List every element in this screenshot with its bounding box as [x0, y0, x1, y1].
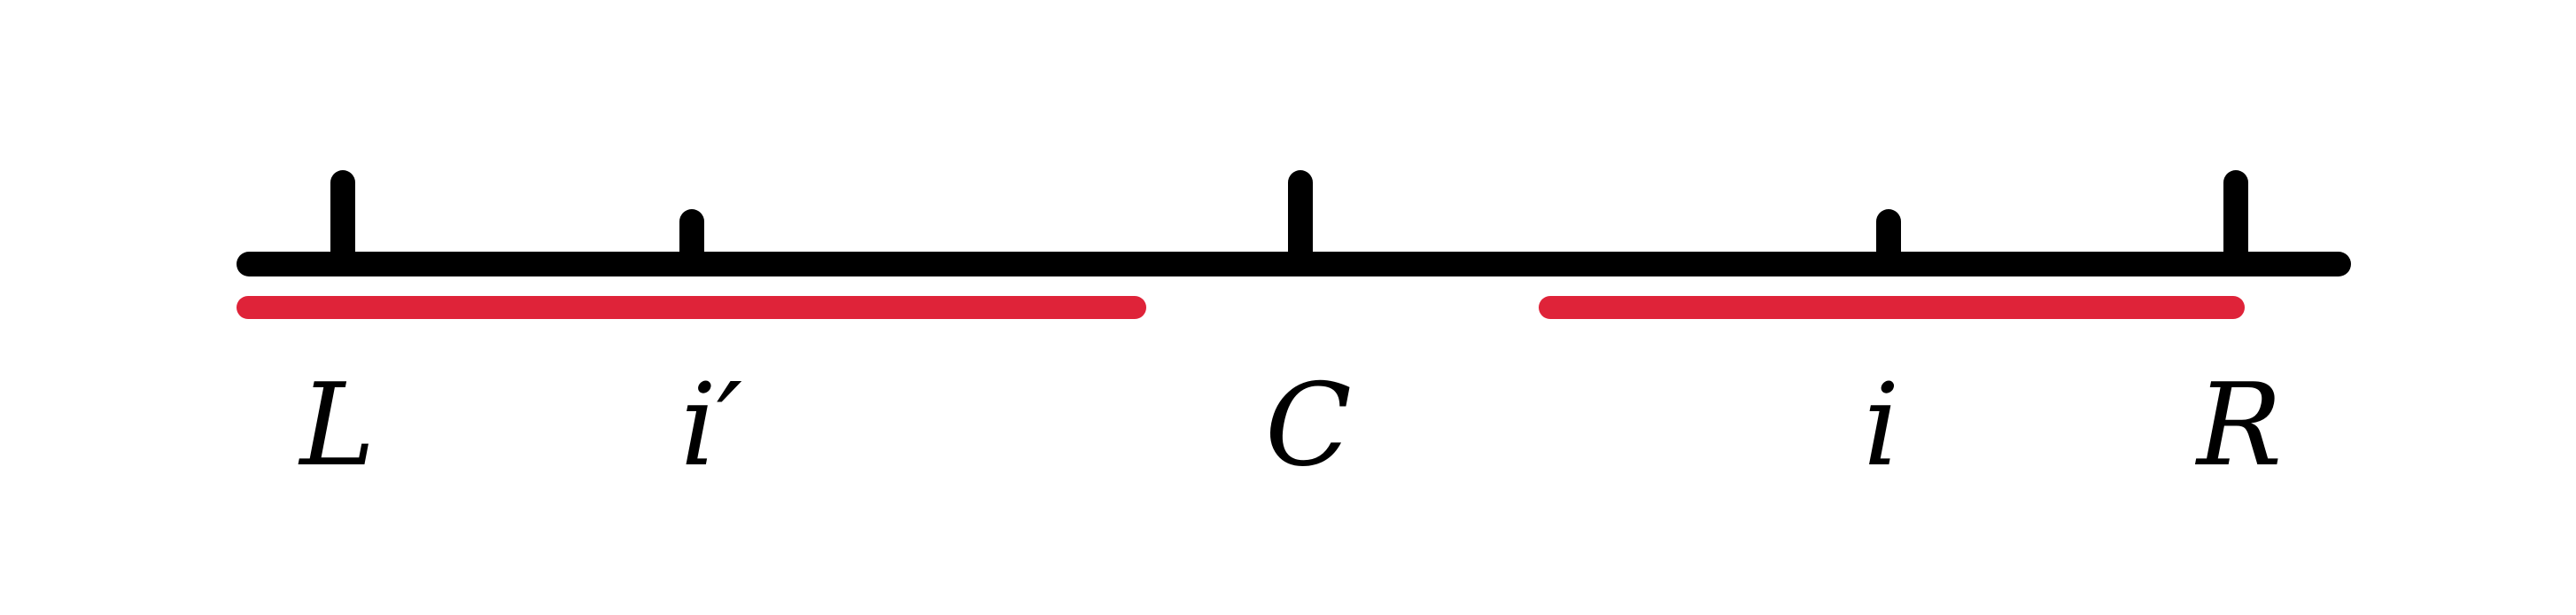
label-i: i	[1864, 360, 1900, 492]
label-C: C	[1265, 360, 1352, 492]
label-L: L	[299, 360, 376, 492]
label-i-prime: i′	[680, 360, 742, 492]
label-R: R	[2195, 360, 2282, 492]
